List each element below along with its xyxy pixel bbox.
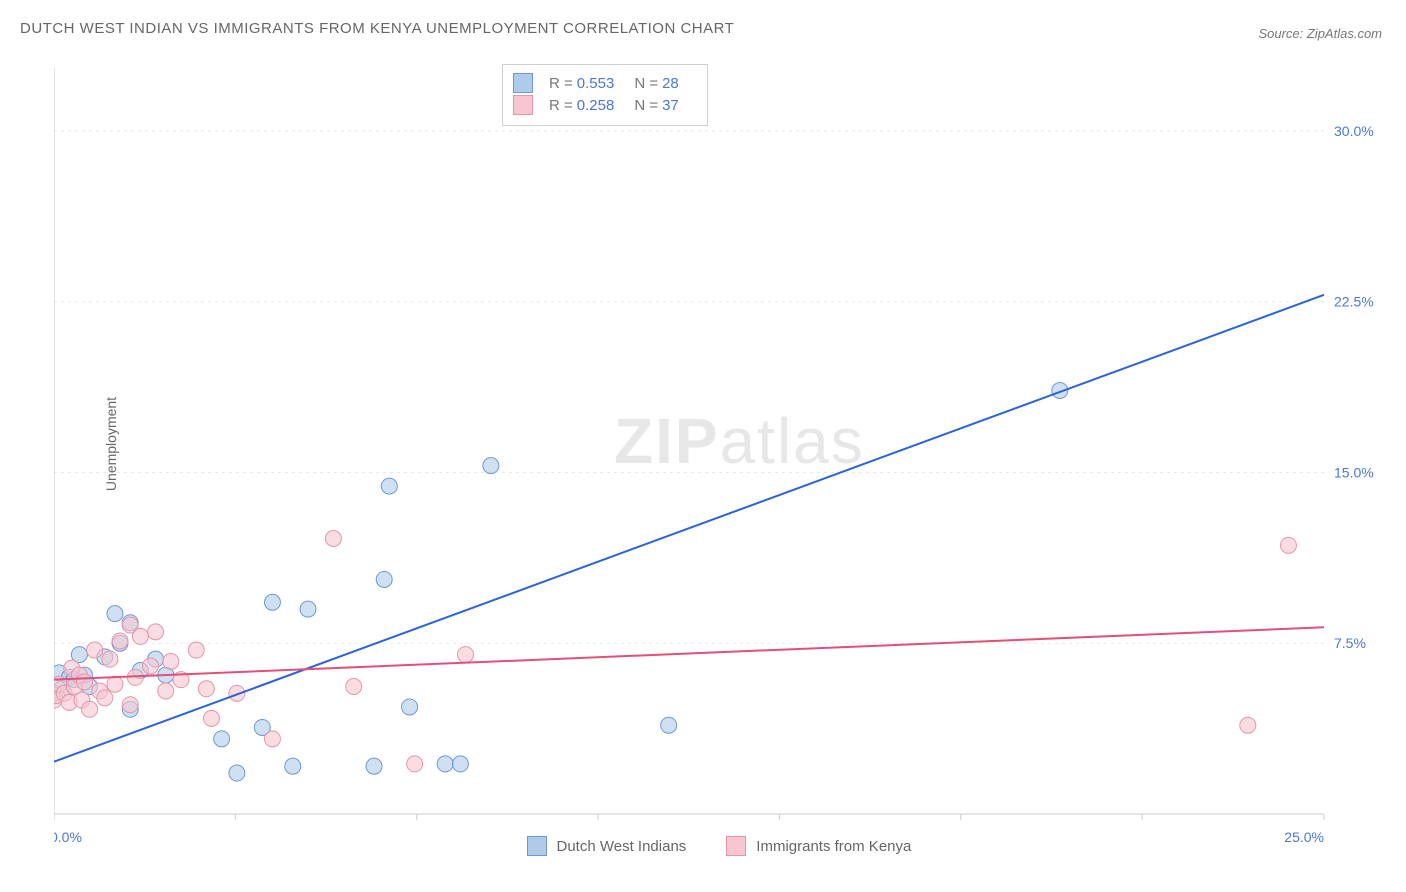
r-value: 0.553: [577, 75, 615, 92]
r-label: R =: [549, 75, 573, 92]
dutch-point: [285, 758, 301, 774]
x-tick-label: 25.0%: [1284, 829, 1324, 845]
kenya-point: [188, 642, 204, 658]
dutch-point: [381, 478, 397, 494]
scatter-plot: 7.5% 15.0% 22.5% 30.0% 0.0% 25.0%: [54, 64, 1384, 864]
kenya-point: [82, 701, 98, 717]
kenya-point: [264, 731, 280, 747]
kenya-point: [76, 674, 92, 690]
stat-row-kenya: R =0.258 N =37: [513, 95, 693, 115]
dutch-point: [402, 699, 418, 715]
kenya-point: [1240, 717, 1256, 733]
kenya-legend-swatch: [726, 836, 746, 856]
dutch-legend-swatch: [527, 836, 547, 856]
kenya-point: [457, 647, 473, 663]
kenya-legend-label: Immigrants from Kenya: [756, 838, 911, 855]
y-tick-label: 15.0%: [1334, 464, 1374, 480]
kenya-point: [203, 710, 219, 726]
kenya-point: [87, 642, 103, 658]
kenya-point: [112, 633, 128, 649]
dutch-point: [452, 756, 468, 772]
n-value: 37: [662, 97, 679, 114]
kenya-point: [325, 530, 341, 546]
page-title: DUTCH WEST INDIAN VS IMMIGRANTS FROM KEN…: [20, 20, 734, 37]
dutch-trend-line: [54, 295, 1324, 762]
n-value: 28: [662, 75, 679, 92]
n-label: N =: [634, 75, 658, 92]
y-axis-label: Unemployment: [103, 397, 119, 491]
kenya-point: [198, 681, 214, 697]
kenya-point: [346, 678, 362, 694]
correlation-stat-box: R =0.553 N =28 R =0.258 N =37: [502, 64, 708, 126]
chart-container: Unemployment ZIPatlas 7.5%15.0%22.5%30.0…: [54, 64, 1384, 824]
x-tick-label: 0.0%: [54, 829, 82, 845]
r-value: 0.258: [577, 97, 615, 114]
kenya-point: [122, 697, 138, 713]
y-tick-label: 22.5%: [1334, 294, 1374, 310]
n-label: N =: [634, 97, 658, 114]
dutch-point: [229, 765, 245, 781]
dutch-point: [366, 758, 382, 774]
dutch-point: [661, 717, 677, 733]
dutch-point: [300, 601, 316, 617]
kenya-point: [163, 653, 179, 669]
y-tick-label: 30.0%: [1334, 123, 1374, 139]
kenya-point: [158, 683, 174, 699]
r-label: R =: [549, 97, 573, 114]
kenya-trend-line: [54, 627, 1324, 679]
y-tick-label: 7.5%: [1334, 635, 1366, 651]
kenya-swatch: [513, 95, 533, 115]
series-legend: Dutch West Indians Immigrants from Kenya: [527, 836, 912, 856]
dutch-swatch: [513, 73, 533, 93]
dutch-point: [264, 594, 280, 610]
dutch-point: [214, 731, 230, 747]
legend-item-kenya: Immigrants from Kenya: [726, 836, 911, 856]
kenya-point: [148, 624, 164, 640]
dutch-legend-label: Dutch West Indians: [557, 838, 687, 855]
kenya-point: [97, 690, 113, 706]
kenya-point: [143, 658, 159, 674]
kenya-point: [132, 628, 148, 644]
legend-item-dutch: Dutch West Indians: [527, 836, 687, 856]
kenya-point: [407, 756, 423, 772]
kenya-point: [1280, 537, 1296, 553]
stat-row-dutch: R =0.553 N =28: [513, 73, 693, 93]
source-label: Source: ZipAtlas.com: [1258, 26, 1382, 41]
kenya-point: [102, 651, 118, 667]
dutch-point: [437, 756, 453, 772]
dutch-point: [483, 458, 499, 474]
dutch-point: [376, 571, 392, 587]
dutch-point: [107, 606, 123, 622]
kenya-point: [107, 676, 123, 692]
